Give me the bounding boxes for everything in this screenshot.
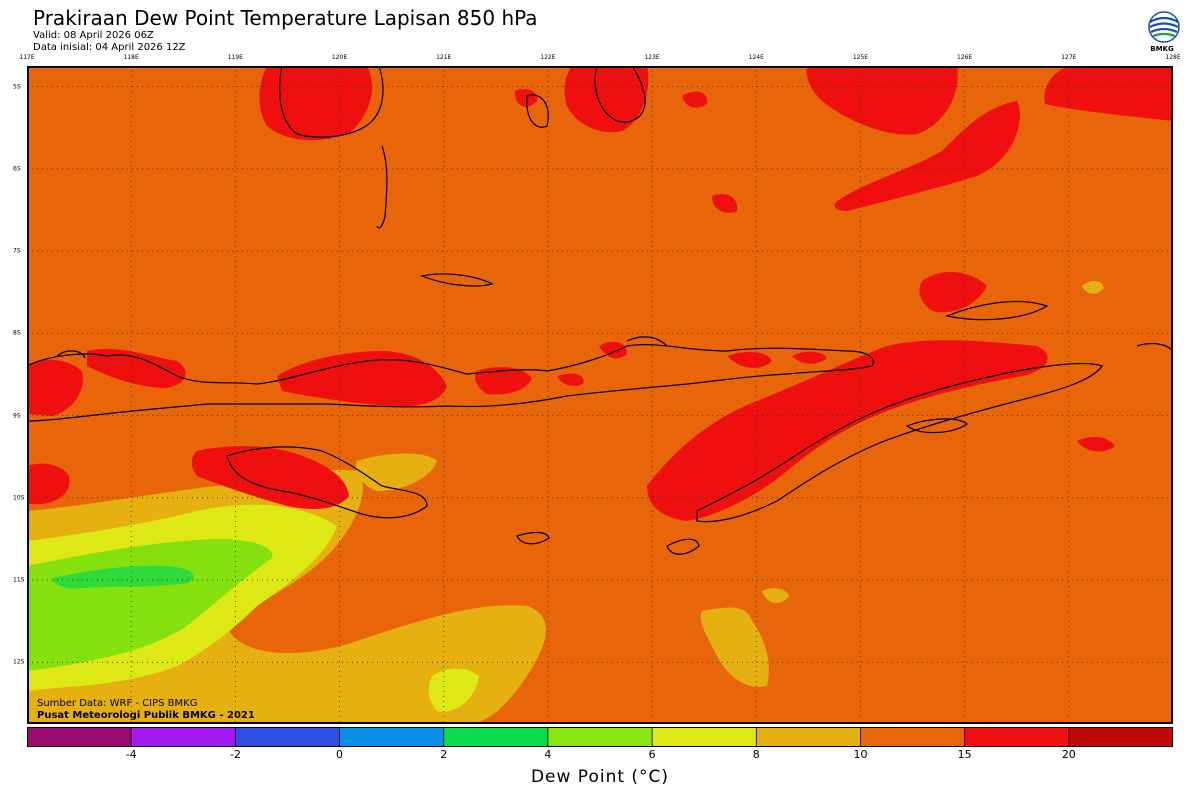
coastline-flores-island	[419, 273, 494, 287]
lon-label: 118E	[123, 54, 139, 61]
lat-label: 11S	[13, 576, 25, 584]
lon-label: 124E	[748, 54, 764, 61]
field-6-8	[428, 668, 479, 712]
data-source-credit: Sumber Data: WRF - CIPS BMKG	[37, 698, 198, 709]
colorbar-segment	[652, 727, 757, 747]
field-15-20	[682, 91, 708, 108]
lat-label: 8S	[13, 329, 21, 337]
colorbar-tick-label: 4	[544, 748, 552, 761]
field-15-20	[87, 348, 186, 388]
field-15-20	[277, 351, 447, 407]
coastline-sumbawa-north	[56, 350, 86, 359]
colorbar-segment	[27, 727, 132, 747]
lon-label: 119E	[227, 54, 243, 61]
lat-label: 5S	[13, 83, 21, 91]
publisher-credit: Pusat Meteorologi Publik BMKG - 2021	[37, 710, 255, 721]
colorbar-segment	[131, 727, 236, 747]
coastline-rote	[666, 538, 700, 555]
coastline-alor	[905, 418, 969, 434]
colorbar-tick-label: -4	[125, 748, 137, 761]
lat-label: 6S	[13, 165, 21, 173]
lat-label: 7S	[13, 247, 21, 255]
field-15-20	[27, 359, 83, 416]
field-15-20	[515, 89, 538, 107]
field-15-20	[27, 463, 70, 504]
colorbar-tick-label: 10	[853, 748, 868, 761]
dew-point-map	[27, 66, 1173, 724]
coastline-sumba	[226, 446, 428, 519]
lat-label: 9S	[13, 412, 21, 420]
lon-label: 120E	[331, 54, 348, 61]
coastline-sulawesi-south	[279, 66, 384, 138]
lat-label: 10S	[13, 494, 25, 502]
coastline-selayar	[376, 145, 388, 229]
field-15-20	[564, 66, 649, 133]
colorbar-segment	[547, 727, 653, 747]
colorbar-border	[27, 727, 1173, 747]
map-title: Prakiraan Dew Point Temperature Lapisan …	[33, 6, 538, 30]
lon-label: 117E	[19, 54, 35, 61]
init-time: Data inisial: 04 April 2026 12Z	[33, 42, 186, 53]
lon-label: 126E	[957, 54, 973, 61]
bmkg-logo-icon	[1148, 11, 1180, 43]
valid-time: Valid: 08 April 2026 06Z	[33, 30, 154, 41]
colorbar-segment	[443, 727, 549, 747]
field-15-20	[792, 351, 827, 364]
field-8-10	[762, 588, 789, 603]
colorbar-segment	[860, 727, 966, 747]
field-8-10	[700, 607, 769, 687]
field-15-20	[834, 101, 1021, 211]
coastline-timor	[696, 362, 1103, 523]
colorbar-segment	[339, 727, 445, 747]
field-15-20	[647, 340, 1048, 521]
colorbar-tick-label: 20	[1061, 748, 1076, 761]
coastline-lombok-sumbawa	[27, 344, 874, 422]
colorbar-segment	[1068, 727, 1173, 747]
field-15-20	[919, 271, 987, 313]
colorbar-tick-label: 8	[752, 748, 760, 761]
coastline-wetar	[944, 300, 1049, 321]
field-15-20	[1044, 66, 1173, 121]
field-8-10	[1082, 280, 1104, 294]
coastline-buton	[594, 66, 646, 123]
field-15-20	[191, 446, 349, 509]
field-15-20	[806, 66, 958, 135]
field-15-20	[599, 341, 627, 359]
lon-label: 121E	[436, 54, 452, 61]
colorbar-tick-label: 2	[440, 748, 448, 761]
field-15-20	[475, 366, 532, 395]
lon-label: 125E	[852, 54, 869, 61]
coastline-flores-north	[626, 336, 668, 347]
coastline-kabaena	[526, 94, 549, 128]
coastline-sawu	[516, 531, 550, 545]
coastlines	[27, 66, 1173, 555]
colorbar-segment	[756, 727, 861, 747]
colorbar-segment	[235, 727, 341, 747]
field-15-20	[1077, 436, 1115, 452]
lon-label: 122E	[540, 54, 556, 61]
colorbar-tick-label: -2	[229, 748, 241, 761]
field-2-4	[52, 565, 195, 589]
lon-label: 123E	[644, 54, 660, 61]
field-15-20	[259, 66, 372, 141]
lon-label: 127E	[1061, 54, 1077, 61]
map-border	[27, 66, 1173, 724]
field-15-20	[712, 193, 738, 213]
lat-label: 12S	[13, 658, 25, 666]
colorbar-tick-label: 15	[957, 748, 972, 761]
logo-text: BMKG	[1150, 45, 1174, 53]
field-15-20	[557, 373, 584, 386]
field-15-20	[727, 351, 772, 368]
colorbar-segment	[964, 727, 1070, 747]
colorbar-tick-label: 6	[648, 748, 656, 761]
lon-label: 128E	[1165, 54, 1181, 61]
colorbar-tick-label: 0	[336, 748, 344, 761]
colorbar-title: Dew Point (°C)	[530, 767, 670, 787]
colorbar	[27, 727, 1173, 747]
